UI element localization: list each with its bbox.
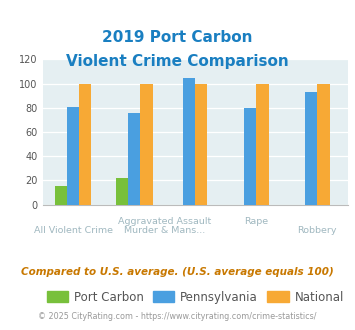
- Text: All Violent Crime: All Violent Crime: [34, 226, 113, 235]
- Text: Robbery: Robbery: [297, 226, 337, 235]
- Text: Violent Crime Comparison: Violent Crime Comparison: [66, 54, 289, 69]
- Bar: [244, 108, 256, 205]
- Bar: [195, 83, 207, 205]
- Legend: Port Carbon, Pennsylvania, National: Port Carbon, Pennsylvania, National: [42, 286, 349, 309]
- Bar: [305, 92, 317, 205]
- Bar: [183, 78, 195, 205]
- Bar: [256, 83, 268, 205]
- Text: © 2025 CityRating.com - https://www.cityrating.com/crime-statistics/: © 2025 CityRating.com - https://www.city…: [38, 312, 317, 321]
- Text: Murder & Mans...: Murder & Mans...: [124, 226, 205, 235]
- Text: 2019 Port Carbon: 2019 Port Carbon: [102, 30, 253, 45]
- Text: Rape: Rape: [244, 217, 268, 226]
- Text: Compared to U.S. average. (U.S. average equals 100): Compared to U.S. average. (U.S. average …: [21, 267, 334, 277]
- Bar: [140, 83, 153, 205]
- Text: Aggravated Assault: Aggravated Assault: [118, 217, 211, 226]
- Bar: [128, 113, 140, 205]
- Bar: [79, 83, 92, 205]
- Bar: [317, 83, 329, 205]
- Bar: [67, 107, 79, 205]
- Bar: [55, 186, 67, 205]
- Bar: [116, 178, 128, 205]
